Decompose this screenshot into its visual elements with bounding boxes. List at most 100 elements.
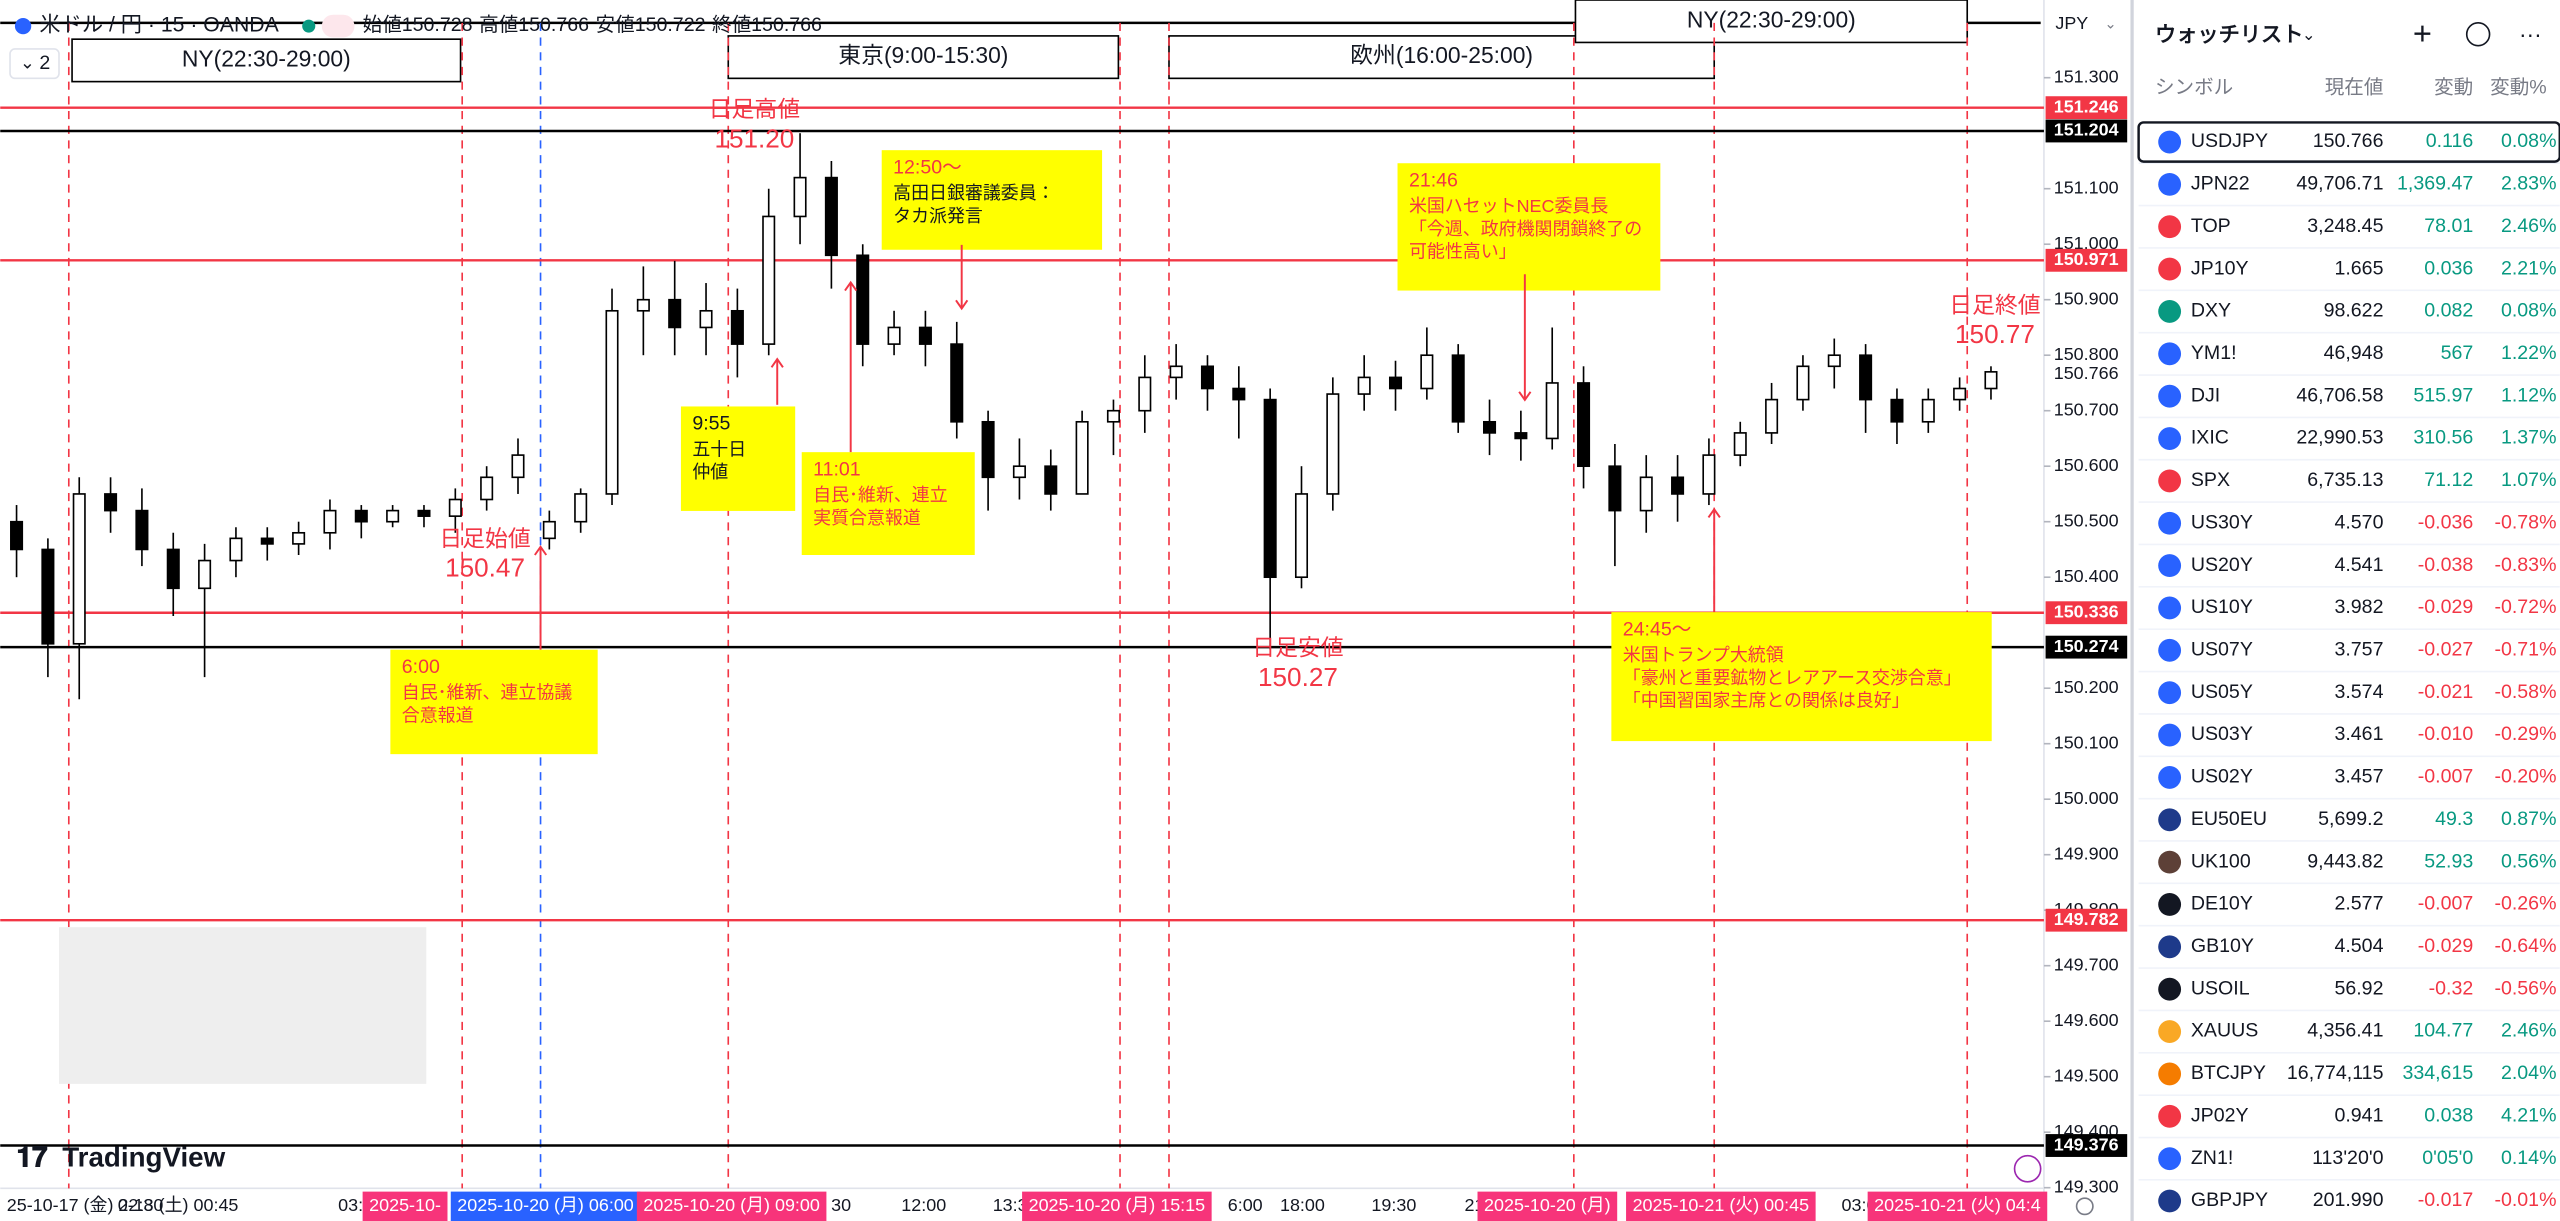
y-tick-label: 149.300	[2054, 1176, 2119, 1196]
candle-body	[1953, 387, 1967, 401]
change: 310.56	[2413, 427, 2473, 449]
candle-body	[1294, 493, 1309, 579]
collapse-button[interactable]	[9, 48, 60, 80]
annotation-text: 合意報道	[402, 705, 474, 725]
symbol-icon	[2158, 511, 2182, 535]
annotation-text: 可能性高い」	[1409, 242, 1517, 262]
candle-body	[1106, 409, 1120, 423]
price: 201.990	[2313, 1189, 2384, 1211]
candle-body	[1483, 420, 1497, 434]
symbol-icon	[2158, 342, 2182, 366]
annotation-text: 6:00	[402, 656, 440, 678]
change-percent: -0.72%	[2494, 596, 2556, 618]
price-label-value: 150.77	[1955, 319, 2035, 349]
y-tick-label: 149.600	[2054, 1010, 2119, 1030]
symbol-icon	[2158, 1020, 2182, 1043]
symbol: US20Y	[2191, 554, 2253, 576]
price: 2.577	[2334, 893, 2383, 915]
candle-body	[1388, 376, 1403, 390]
change-percent: -0.56%	[2494, 977, 2556, 999]
y-tick-label: 150.600	[2054, 455, 2119, 475]
currency-button[interactable]: JPY	[2055, 13, 2088, 33]
arrow-head	[844, 280, 858, 292]
candle-body	[1200, 365, 1215, 390]
change: 334,615	[2402, 1062, 2473, 1084]
symbol: YM1!	[2191, 342, 2237, 364]
price-label-value: 150.47	[445, 553, 525, 583]
symbol-icon	[2158, 1147, 2182, 1171]
watchlist-chevron: ⌄	[2302, 26, 2316, 44]
change-percent: 1.37%	[2501, 427, 2557, 449]
watchlist-title[interactable]: ウォッチリスト	[2155, 24, 2304, 47]
candle-body	[762, 215, 776, 345]
y-tick-label: 151.000	[2054, 233, 2119, 253]
time-label: 2025-10-20 (月)	[1484, 1195, 1611, 1215]
ohlc-item: 安値150.722	[596, 14, 706, 36]
y-tick-label: 150.900	[2054, 288, 2119, 308]
annotation-text: 21:46	[1409, 169, 1458, 191]
time-label: 2025-10-20 (月) 09:00	[643, 1195, 820, 1215]
symbol: US10Y	[2191, 596, 2253, 618]
price-label-value: 151.20	[714, 123, 794, 153]
change: 0.036	[2424, 257, 2473, 279]
candle-body	[1545, 382, 1559, 440]
candle-body	[323, 509, 337, 534]
change: -0.038	[2418, 554, 2474, 576]
symbol-icon	[2158, 172, 2182, 196]
annotation-text: 高田日銀審議委員：	[893, 183, 1054, 203]
candle-body	[104, 493, 118, 512]
change-percent: 0.08%	[2501, 300, 2557, 322]
symbol-icon	[2158, 638, 2182, 662]
price-level-label: 149.782	[2054, 909, 2119, 929]
annotation-text: 米国トランプ大統領	[1623, 645, 1784, 665]
change-percent: 4.21%	[2501, 1104, 2557, 1126]
price: 49,706.71	[2296, 173, 2383, 195]
symbol-icon	[2158, 808, 2182, 832]
session-box	[71, 38, 462, 83]
change: 52.93	[2424, 850, 2473, 872]
price-level-label: 151.204	[2054, 120, 2119, 140]
last-price-tag	[2045, 362, 2128, 386]
annotation-text: 24:45～	[1623, 618, 1692, 640]
time-label: 30	[831, 1195, 851, 1215]
candle-body	[699, 309, 713, 329]
candle-body	[292, 531, 306, 545]
price: 5,699.2	[2318, 808, 2383, 830]
last-price-label: 150.766	[2054, 363, 2119, 383]
more-button[interactable]: ···	[2519, 21, 2542, 47]
annotation-box	[390, 649, 598, 755]
annotation-text: 仲値	[692, 462, 728, 482]
indicator-count[interactable]: 2	[39, 52, 50, 74]
price-label-value: 150.27	[1258, 662, 1338, 692]
price: 46,706.58	[2296, 384, 2383, 406]
symbol-title: 米ドル / 円 · 15 · OANDA	[39, 13, 279, 37]
alert-button[interactable]	[2465, 22, 2491, 47]
time-label-highlight	[1477, 1191, 1618, 1221]
replay-icon[interactable]	[2013, 1154, 2042, 1183]
candle-body	[636, 298, 650, 312]
chart-layer: NY(22:30-29:00) 東京(9:00-15:30) 欧州(16:00-25…	[0, 0, 2044, 1189]
candle-body	[1075, 420, 1089, 495]
add-symbol-button[interactable]: +	[2413, 15, 2432, 52]
change: 104.77	[2413, 1020, 2473, 1042]
price: 3.982	[2334, 596, 2383, 618]
symbol-icon	[2158, 681, 2182, 705]
settings-icon[interactable]	[2075, 1197, 2094, 1216]
time-label-highlight	[1626, 1191, 1816, 1221]
symbol-icon	[2158, 723, 2182, 747]
legend-box	[59, 927, 427, 1084]
session-label: 欧州(16:00-25:00)	[1350, 42, 1533, 68]
symbol: DJI	[2191, 384, 2220, 406]
symbol-icon	[2158, 257, 2182, 281]
candle-body	[1702, 454, 1716, 495]
candle-body	[480, 476, 494, 501]
change-percent: 2.21%	[2501, 257, 2557, 279]
candle-body	[1890, 398, 1904, 423]
symbol: GBPJPY	[2191, 1189, 2268, 1211]
price: 4.541	[2334, 554, 2383, 576]
column-header: 現在値	[2325, 76, 2384, 98]
candle-body	[1044, 465, 1058, 495]
change-percent: 2.46%	[2501, 1020, 2557, 1042]
